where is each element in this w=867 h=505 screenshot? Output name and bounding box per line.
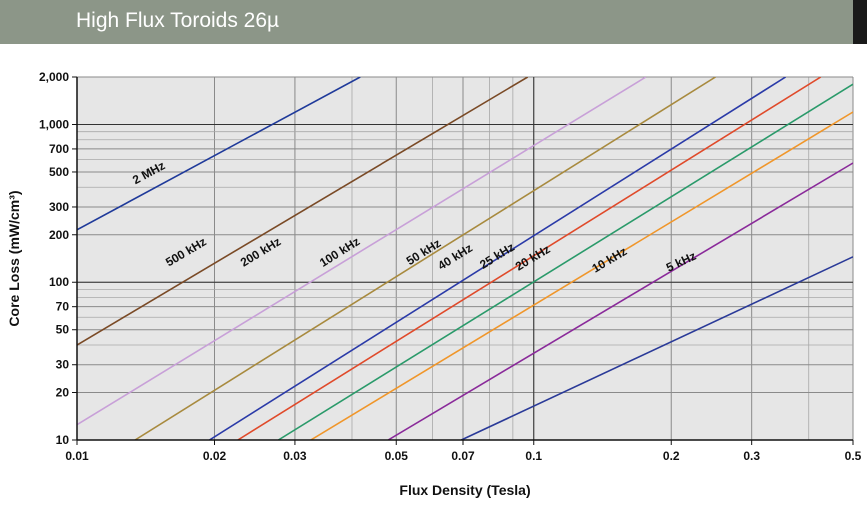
- series-line-25-khz: [277, 83, 853, 440]
- series-line-50-khz: [209, 77, 787, 440]
- series-line-10-khz: [387, 162, 853, 440]
- y-tick-label: 1,000: [39, 117, 69, 131]
- x-tick-label: 0.07: [451, 449, 475, 463]
- y-tick-label: 30: [56, 358, 70, 372]
- y-tick-label: 50: [56, 323, 70, 337]
- x-tick-label: 0.03: [283, 449, 307, 463]
- axes: 0.01 0.02 0.03 0.05 0.07 0.1 0.2 0.3 0.5 10 20 30 50…: [39, 70, 862, 463]
- y-tick-label: 500: [49, 165, 69, 179]
- series-lines: [77, 77, 853, 440]
- series-line-40-khz: [237, 77, 822, 440]
- series-line-2-mhz: [77, 77, 361, 231]
- y-tick-label: 2,000: [39, 70, 69, 84]
- x-tick-label: 0.02: [203, 449, 227, 463]
- x-tick-label: 0.1: [525, 449, 542, 463]
- series-line-500-khz: [77, 77, 529, 346]
- y-tick-label: 20: [56, 386, 70, 400]
- page-title: High Flux Toroids 26µ: [76, 9, 280, 32]
- series-line-100-khz: [134, 77, 716, 440]
- y-tick-label: 200: [49, 228, 69, 242]
- y-tick-label: 300: [49, 200, 69, 214]
- y-tick-label: 100: [49, 275, 69, 289]
- header-accent: [853, 0, 867, 44]
- y-tick-label: 10: [56, 433, 70, 447]
- x-tick-label: 0.3: [743, 449, 760, 463]
- series-line-200-khz: [77, 77, 647, 426]
- x-axis-title: Flux Density (Tesla): [399, 482, 530, 498]
- x-tick-label: 0.5: [845, 449, 862, 463]
- series-line-5-khz: [460, 256, 853, 440]
- series-line-20-khz: [310, 111, 853, 440]
- x-tick-label: 0.2: [663, 449, 680, 463]
- y-axis-title: Core Loss (mW/cm³): [6, 190, 22, 326]
- x-tick-label: 0.05: [385, 449, 409, 463]
- y-tick-label: 700: [49, 142, 69, 156]
- y-tick-label: 70: [56, 300, 70, 314]
- header-bar: High Flux Toroids 26µ: [0, 0, 867, 44]
- x-tick-label: 0.01: [65, 449, 89, 463]
- grid: [76, 76, 854, 441]
